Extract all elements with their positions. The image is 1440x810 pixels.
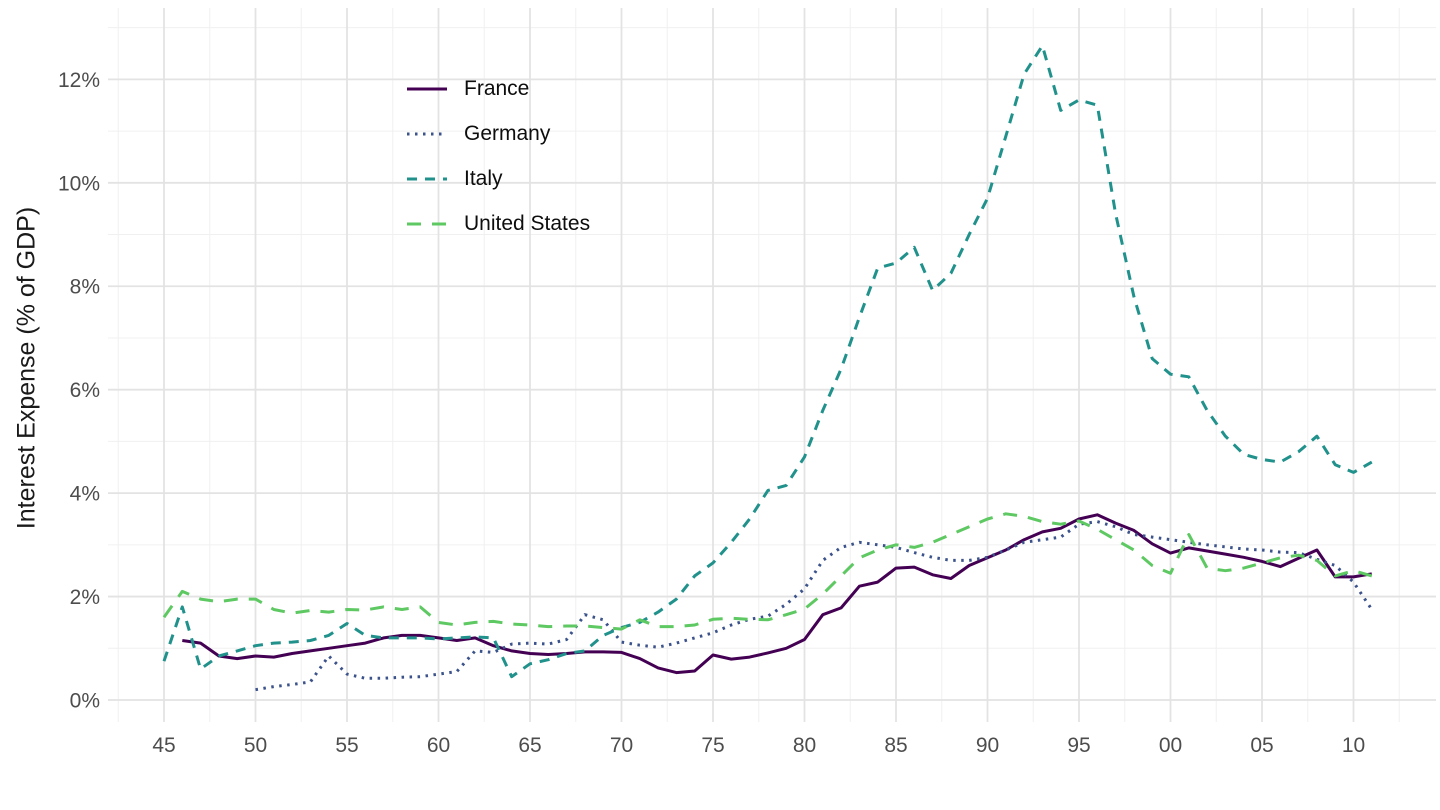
- y-tick-label: 6%: [70, 379, 100, 402]
- y-axis-title: Interest Expense (% of GDP): [12, 206, 41, 530]
- x-tick-label: 90: [976, 734, 999, 757]
- x-tick-label: 45: [152, 734, 175, 757]
- x-tick-label: 70: [610, 734, 633, 757]
- y-tick-label: 4%: [70, 483, 100, 506]
- series-line-france: [182, 513, 1373, 675]
- x-tick-label: 05: [1250, 734, 1273, 757]
- legend-item-france: France: [407, 66, 590, 111]
- x-tick-label: 60: [427, 734, 450, 757]
- legend-label-france: France: [464, 76, 530, 100]
- italy-line-swatch: [407, 177, 447, 180]
- legend-label-germany: Germany: [464, 121, 551, 145]
- x-tick-label: 00: [1159, 734, 1182, 757]
- x-tick-label: 75: [701, 734, 724, 757]
- series-line-germany: [255, 520, 1374, 692]
- series-line-italy: [162, 44, 1373, 679]
- y-tick-label: 12%: [58, 69, 100, 92]
- x-tick-label: 55: [335, 734, 358, 757]
- x-tick-label: 10: [1342, 734, 1365, 757]
- united-states-line-swatch: [407, 222, 447, 225]
- legend-item-germany: Germany: [407, 111, 590, 156]
- x-tick-label: 50: [244, 734, 267, 757]
- legend-item-italy: Italy: [407, 156, 590, 201]
- france-line-swatch: [407, 87, 447, 90]
- legend-label-italy: Italy: [464, 166, 503, 190]
- x-tick-label: 65: [518, 734, 541, 757]
- y-tick-label: 8%: [70, 276, 100, 299]
- y-tick-label: 10%: [58, 172, 100, 195]
- y-tick-label: 0%: [70, 690, 100, 713]
- x-tick-label: 95: [1067, 734, 1090, 757]
- y-tick-label: 2%: [70, 586, 100, 609]
- x-tick-label: 80: [793, 734, 816, 757]
- x-tick-label: 85: [884, 734, 907, 757]
- germany-line-swatch: [407, 132, 447, 135]
- legend: France Germany Italy United States: [407, 66, 590, 246]
- legend-item-united-states: United States: [407, 201, 590, 246]
- legend-label-united-states: United States: [464, 211, 591, 235]
- series-line-united-states: [162, 512, 1373, 631]
